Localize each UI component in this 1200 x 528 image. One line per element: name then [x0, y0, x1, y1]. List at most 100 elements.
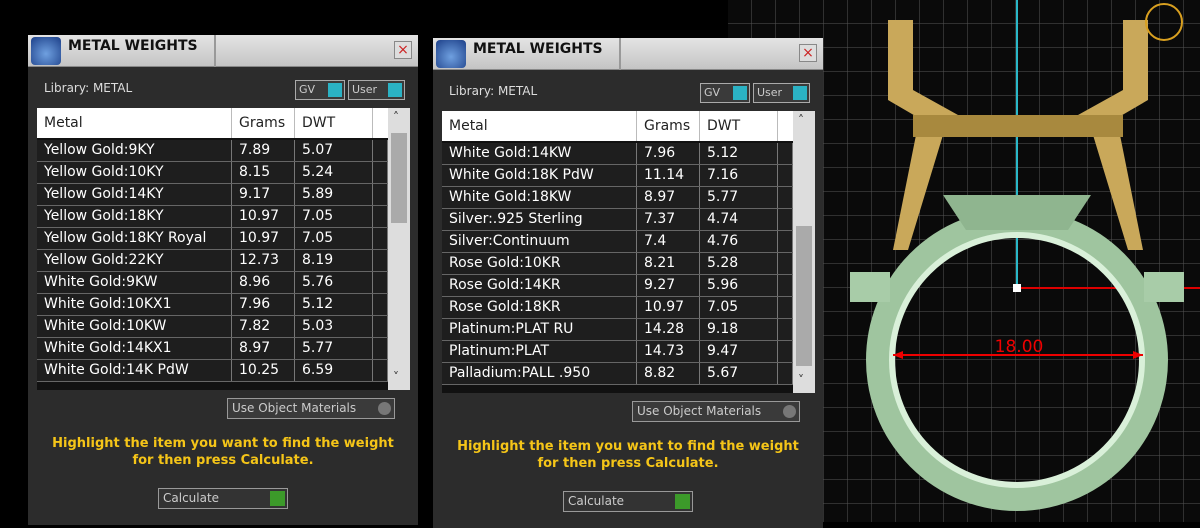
table-row[interactable]: Rose Gold:14KR 9.27 5.96 — [442, 275, 793, 297]
table-cell: 7.05 — [700, 297, 778, 318]
table-row[interactable]: Yellow Gold:10KY 8.15 5.24 — [37, 162, 388, 184]
panel-title: METAL WEIGHTS — [68, 38, 198, 54]
metal-table: Metal Grams DWT Yellow Gold:9KY 7.89 5.07 Yell… — [37, 108, 410, 390]
scrollbar[interactable]: ˄ ˅ — [793, 111, 815, 393]
table-row[interactable]: Yellow Gold:9KY 7.89 5.07 — [37, 140, 388, 162]
table-cell: 5.77 — [295, 338, 373, 359]
table-cell: 7.96 — [232, 294, 295, 315]
table-cell: Silver:.925 Sterling — [442, 209, 637, 230]
table-cell: 7.96 — [637, 143, 700, 164]
metal-weights-panel: METAL WEIGHTS × Library: METAL GV User Metal G… — [28, 35, 418, 525]
table-cell-empty — [373, 316, 388, 337]
table-cell-empty — [778, 297, 793, 318]
table-row[interactable]: Silver:.925 Sterling 7.37 4.74 — [442, 209, 793, 231]
library-label: Library: METAL — [44, 81, 133, 95]
column-header: Metal — [442, 111, 637, 141]
toggle-label: User — [352, 83, 378, 96]
table-row[interactable]: Rose Gold:10KR 8.21 5.28 — [442, 253, 793, 275]
table-cell: Yellow Gold:18KY Royal — [37, 228, 232, 249]
scroll-up[interactable]: ˄ — [393, 110, 399, 124]
scroll-thumb[interactable] — [796, 226, 812, 366]
table-cell: Platinum:PLAT RU — [442, 319, 637, 340]
table-cell: 5.03 — [295, 316, 373, 337]
table-cell: 9.18 — [700, 319, 778, 340]
table-cell: White Gold:18KW — [442, 187, 637, 208]
table-row[interactable]: Palladium:PALL .950 8.82 5.67 — [442, 363, 793, 385]
scroll-down[interactable]: ˅ — [393, 370, 399, 384]
button-arrow — [675, 494, 690, 509]
app-icon — [31, 37, 61, 65]
table-cell: White Gold:9KW — [37, 272, 232, 293]
table-row[interactable]: White Gold:14K PdW 10.25 6.59 — [37, 360, 388, 382]
table-row[interactable]: Rose Gold:18KR 10.97 7.05 — [442, 297, 793, 319]
table-cell: Palladium:PALL .950 — [442, 363, 637, 384]
panel-title: METAL WEIGHTS — [473, 41, 603, 57]
table-cell: 8.96 — [232, 272, 295, 293]
table-cell: 10.97 — [232, 206, 295, 227]
table-cell: 8.15 — [232, 162, 295, 183]
toggle-label: User — [757, 86, 783, 99]
toggle[interactable]: GV — [295, 80, 345, 100]
material-dropdown[interactable]: Use Object Materials — [632, 401, 800, 422]
table-row[interactable]: Yellow Gold:18KY Royal 10.97 7.05 — [37, 228, 388, 250]
table-row[interactable]: Silver:Continuum 7.4 4.76 — [442, 231, 793, 253]
table-row[interactable]: Yellow Gold:14KY 9.17 5.89 — [37, 184, 388, 206]
table-cell: 10.25 — [232, 360, 295, 381]
toggle[interactable]: GV — [700, 83, 750, 103]
table-row[interactable]: Yellow Gold:18KY 10.97 7.05 — [37, 206, 388, 228]
material-dropdown[interactable]: Use Object Materials — [227, 398, 395, 419]
table-cell: 7.16 — [700, 165, 778, 186]
table-cell: 7.37 — [637, 209, 700, 230]
title-bar: METAL WEIGHTS × — [28, 35, 418, 67]
table-cell: 7.82 — [232, 316, 295, 337]
table-cell-empty — [373, 272, 388, 293]
table-row[interactable]: Platinum:PLAT 14.73 9.47 — [442, 341, 793, 363]
table-cell: Rose Gold:14KR — [442, 275, 637, 296]
library-label: Library: METAL — [449, 84, 538, 98]
dropdown-knob — [783, 405, 796, 418]
toggle-label: GV — [299, 83, 316, 96]
app-icon — [436, 40, 466, 68]
table-cell: 8.21 — [637, 253, 700, 274]
table-cell: Rose Gold:10KR — [442, 253, 637, 274]
close-button[interactable]: × — [799, 44, 817, 62]
toggle-switch — [793, 86, 807, 100]
table-cell: White Gold:18K PdW — [442, 165, 637, 186]
scroll-down[interactable]: ˅ — [798, 373, 804, 387]
table-row[interactable]: White Gold:14KX1 8.97 5.77 — [37, 338, 388, 360]
table-row[interactable]: Platinum:PLAT RU 14.28 9.18 — [442, 319, 793, 341]
table-row[interactable]: White Gold:18KW 8.97 5.77 — [442, 187, 793, 209]
scroll-up[interactable]: ˄ — [798, 113, 804, 127]
scrollbar[interactable]: ˄ ˅ — [388, 108, 410, 390]
table-cell: 9.17 — [232, 184, 295, 205]
table-row[interactable]: White Gold:9KW 8.96 5.76 — [37, 272, 388, 294]
toggle[interactable]: User — [753, 83, 810, 103]
table-cell: 8.82 — [637, 363, 700, 384]
table-cell: 7.89 — [232, 140, 295, 161]
table-header: Metal Grams DWT — [442, 111, 793, 141]
table-cell-empty — [373, 250, 388, 271]
table-cell-empty — [778, 341, 793, 362]
table-cell-empty — [778, 165, 793, 186]
calculate-button[interactable]: Calculate — [158, 488, 288, 509]
title-divider — [214, 35, 216, 67]
title-divider — [619, 38, 621, 70]
table-cell: White Gold:10KW — [37, 316, 232, 337]
table-cell: 9.47 — [700, 341, 778, 362]
calculate-button[interactable]: Calculate — [563, 491, 693, 512]
metal-weights-panel: METAL WEIGHTS × Library: METAL GV User Metal G… — [433, 38, 823, 528]
table-row[interactable]: White Gold:10KX1 7.96 5.12 — [37, 294, 388, 316]
metal-table: Metal Grams DWT White Gold:14KW 7.96 5.12 Whit… — [442, 111, 815, 393]
table-cell-empty — [778, 143, 793, 164]
table-row[interactable]: White Gold:10KW 7.82 5.03 — [37, 316, 388, 338]
table-cell-empty — [778, 209, 793, 230]
table-cell: 5.89 — [295, 184, 373, 205]
scroll-thumb[interactable] — [391, 133, 407, 223]
table-cell: 4.76 — [700, 231, 778, 252]
toggle[interactable]: User — [348, 80, 405, 100]
table-cell: 5.07 — [295, 140, 373, 161]
table-row[interactable]: White Gold:14KW 7.96 5.12 — [442, 143, 793, 165]
table-row[interactable]: White Gold:18K PdW 11.14 7.16 — [442, 165, 793, 187]
table-row[interactable]: Yellow Gold:22KY 12.73 8.19 — [37, 250, 388, 272]
close-button[interactable]: × — [394, 41, 412, 59]
